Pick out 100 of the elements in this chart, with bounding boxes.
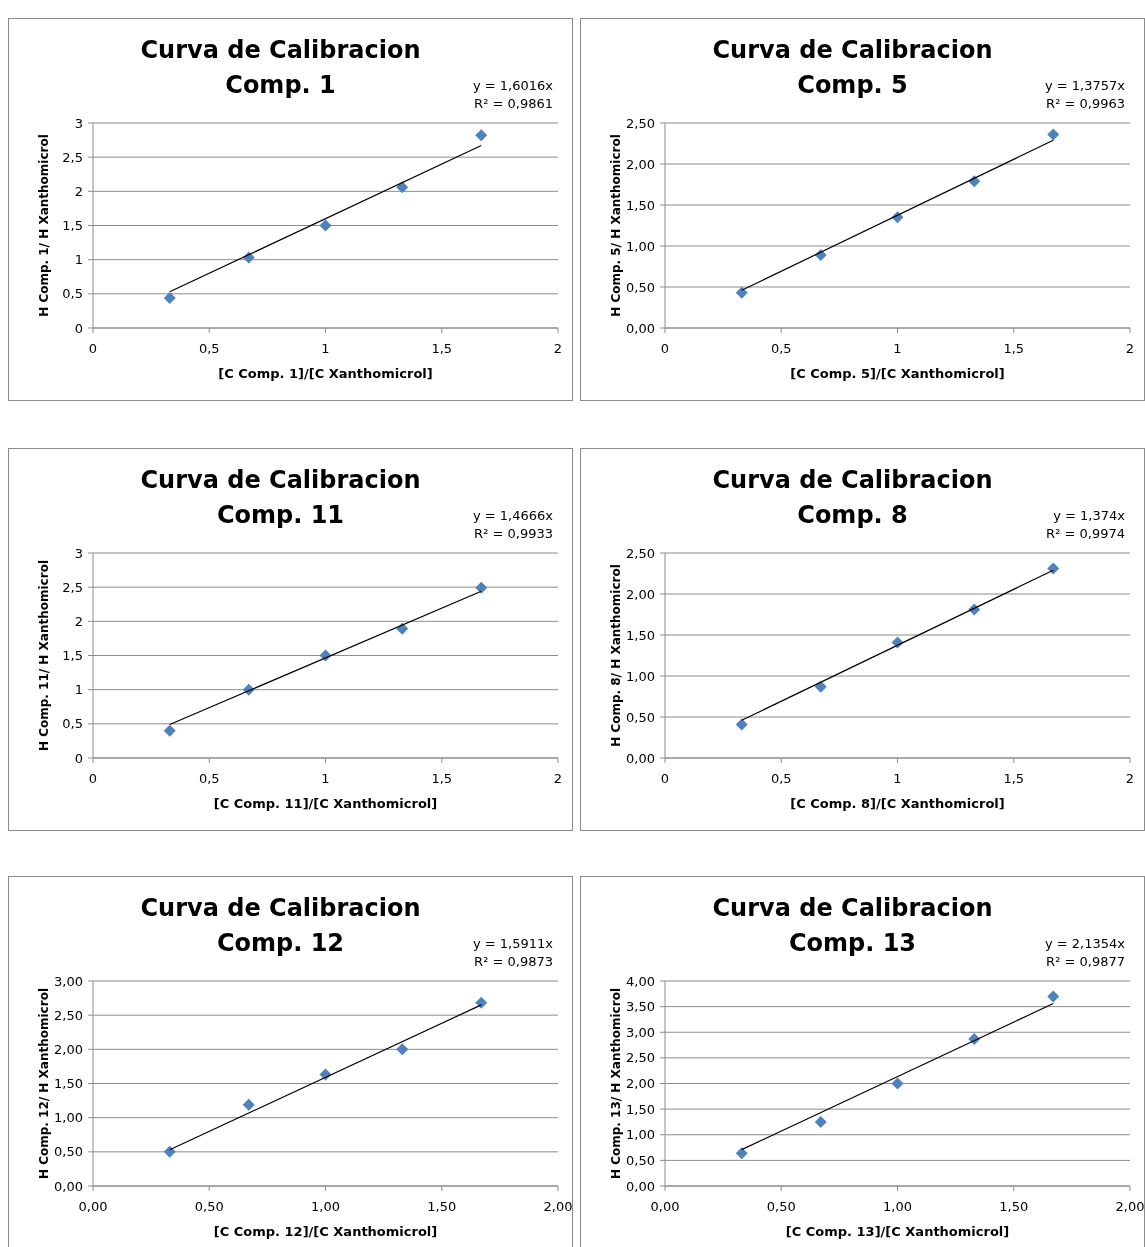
text: y = 1,5911x <box>472 936 554 951</box>
text: R² = 0,9963 <box>1046 96 1125 111</box>
x-tick-label: 0,5 <box>198 341 220 356</box>
point <box>735 286 748 299</box>
x-tick-label: 1,5 <box>1003 771 1025 786</box>
x-tick-label: 2 <box>553 771 563 786</box>
point <box>814 680 827 693</box>
y-tick-label: 1,5 <box>62 648 83 664</box>
y-axis-title: H Comp. 1/ H Xanthomicrol <box>37 134 51 317</box>
chart-title: Curva de Calibracion Comp. 11 <box>140 466 421 529</box>
y-tick-label: 1,50 <box>626 1101 655 1117</box>
y-tick-label: 1 <box>74 682 83 698</box>
y-tick-label: 2,5 <box>62 149 83 165</box>
point <box>735 1147 748 1160</box>
y-tick-label: 0,5 <box>62 716 83 732</box>
y-axis-title: H Comp. 12/ H Xanthomicrol <box>37 987 51 1180</box>
text: R² = 0,9974 <box>1046 526 1125 541</box>
point <box>475 996 488 1009</box>
point <box>475 129 488 142</box>
x-tick-label: 1,50 <box>427 1199 457 1214</box>
x-tick-label: 0,5 <box>198 771 220 786</box>
y-tick-label: 2,50 <box>626 115 655 131</box>
y-tick-label: 0,50 <box>626 279 655 295</box>
x-tick-label: 1 <box>893 341 902 356</box>
point <box>735 718 748 731</box>
x-axis-title: [C Comp. 1]/[C Xanthomicrol] <box>218 366 433 381</box>
y-tick-label: 3,50 <box>626 999 655 1015</box>
chart-title: Curva de Calibracion Comp. 1 <box>140 36 421 99</box>
point <box>814 1115 827 1128</box>
x-tick-label: 0,5 <box>770 341 792 356</box>
x-axis-title: [C Comp. 13]/[C Xanthomicrol] <box>785 1224 1010 1239</box>
text: R² = 0,9873 <box>474 954 553 969</box>
point <box>396 1043 409 1056</box>
x-axis-title: [C Comp. 12]/[C Xanthomicrol] <box>213 1224 438 1239</box>
y-tick-label: 0,00 <box>54 1178 83 1194</box>
x-tick-label: 1 <box>893 771 902 786</box>
y-tick-label: 0,50 <box>626 1152 655 1168</box>
y-tick-label: 0 <box>74 320 83 336</box>
y-tick-label: 2 <box>74 183 83 199</box>
x-tick-label: 2 <box>553 341 563 356</box>
y-tick-label: 1,50 <box>626 197 655 213</box>
x-tick-label: 0 <box>88 341 98 356</box>
y-tick-label: 4,00 <box>626 973 655 989</box>
x-tick-label: 2 <box>1125 771 1135 786</box>
chart-title: Curva de Calibracion Comp. 12 <box>140 894 421 957</box>
x-tick-label: 0 <box>660 771 670 786</box>
y-tick-label: 3,00 <box>54 973 83 989</box>
y-tick-label: 1,50 <box>626 627 655 643</box>
chart-title: Curva de Calibracion Comp. 5 <box>712 36 993 99</box>
x-tick-label: 0 <box>660 341 670 356</box>
y-tick-label: 1,00 <box>626 1127 655 1143</box>
y-tick-label: 0,00 <box>626 320 655 336</box>
text: y = 2,1354x <box>1044 936 1126 951</box>
x-tick-label: 0,00 <box>650 1199 680 1214</box>
y-axis-title: H Comp. 5/ H Xanthomicrol <box>609 134 623 317</box>
y-axis-title: H Comp. 8/ H Xanthomicrol <box>609 564 623 747</box>
y-tick-label: 2 <box>74 613 83 629</box>
x-tick-label: 1,5 <box>431 341 453 356</box>
text: y = 1,6016x <box>472 78 554 93</box>
point <box>891 1077 904 1090</box>
y-tick-label: 1,00 <box>626 238 655 254</box>
point <box>319 219 332 232</box>
point <box>475 581 488 594</box>
x-tick-label: 0,50 <box>766 1199 796 1214</box>
text: R² = 0,9877 <box>1046 954 1125 969</box>
y-tick-label: 3 <box>74 545 83 561</box>
y-tick-label: 1,50 <box>54 1076 83 1092</box>
point <box>1047 128 1060 141</box>
text: R² = 0,9861 <box>474 96 553 111</box>
y-tick-label: 2,00 <box>626 586 655 602</box>
y-tick-label: 0 <box>74 750 83 766</box>
point <box>163 291 176 304</box>
x-tick-label: 1,50 <box>999 1199 1029 1214</box>
point <box>1047 990 1060 1003</box>
x-tick-label: 1,00 <box>311 1199 340 1214</box>
point <box>163 1145 176 1158</box>
y-axis-title: H Comp. 13/ H Xanthomicrol <box>609 987 623 1180</box>
text: y = 1,374x <box>1053 508 1126 523</box>
point <box>1047 562 1060 575</box>
x-axis-title: [C Comp. 5]/[C Xanthomicrol] <box>790 366 1005 381</box>
y-tick-label: 0,5 <box>62 286 83 302</box>
x-tick-label: 0 <box>88 771 98 786</box>
x-tick-label: 1,00 <box>883 1199 912 1214</box>
x-tick-label: 1,5 <box>1003 341 1025 356</box>
text: y = 1,4666x <box>472 508 554 523</box>
y-tick-label: 0,00 <box>626 1178 655 1194</box>
y-tick-label: 2,5 <box>62 579 83 595</box>
y-tick-label: 2,00 <box>626 156 655 172</box>
x-axis-title: [C Comp. 11]/[C Xanthomicrol] <box>213 796 438 811</box>
y-tick-label: 2,00 <box>626 1076 655 1092</box>
x-tick-label: 0,5 <box>770 771 792 786</box>
text: R² = 0,9933 <box>474 526 553 541</box>
x-tick-label: 0,50 <box>194 1199 224 1214</box>
x-tick-label: 2 <box>1125 341 1135 356</box>
y-tick-label: 0,00 <box>626 750 655 766</box>
y-tick-label: 2,50 <box>626 1050 655 1066</box>
x-axis-title: [C Comp. 8]/[C Xanthomicrol] <box>790 796 1005 811</box>
y-tick-label: 1,5 <box>62 218 83 234</box>
chart-title: Curva de Calibracion Comp. 8 <box>712 466 993 529</box>
y-tick-label: 1,00 <box>54 1110 83 1126</box>
